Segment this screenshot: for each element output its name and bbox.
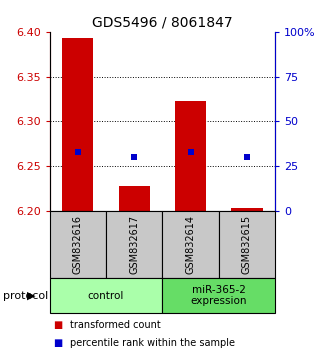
Text: control: control bbox=[88, 291, 124, 301]
Text: miR-365-2
expression: miR-365-2 expression bbox=[190, 285, 247, 307]
Text: GSM832617: GSM832617 bbox=[129, 215, 139, 274]
Title: GDS5496 / 8061847: GDS5496 / 8061847 bbox=[92, 15, 233, 29]
Text: protocol: protocol bbox=[3, 291, 48, 301]
Bar bbox=[162, 211, 219, 278]
Bar bbox=[106, 211, 163, 278]
Text: GSM832614: GSM832614 bbox=[186, 215, 196, 274]
Bar bbox=[50, 278, 162, 313]
Text: GSM832615: GSM832615 bbox=[242, 215, 252, 274]
Bar bbox=[219, 211, 275, 278]
Bar bbox=[62, 38, 93, 211]
Text: ■: ■ bbox=[53, 338, 62, 348]
Text: percentile rank within the sample: percentile rank within the sample bbox=[70, 338, 236, 348]
Text: GSM832616: GSM832616 bbox=[73, 215, 83, 274]
Bar bbox=[119, 185, 150, 211]
Text: ■: ■ bbox=[53, 320, 62, 330]
Bar bbox=[175, 101, 206, 211]
Text: transformed count: transformed count bbox=[70, 320, 161, 330]
Bar bbox=[50, 211, 106, 278]
Text: ▶: ▶ bbox=[27, 291, 36, 301]
Bar bbox=[162, 278, 275, 313]
Bar bbox=[231, 208, 262, 211]
